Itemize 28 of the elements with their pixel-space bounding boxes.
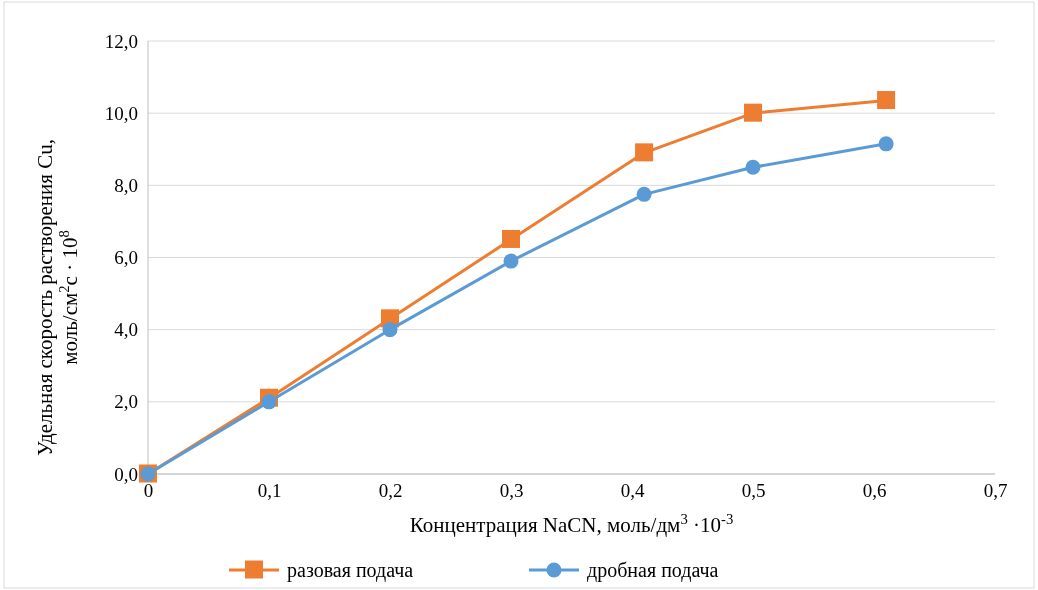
y-tick-label: 10,0 bbox=[104, 102, 138, 124]
x-tick-label: 0,6 bbox=[862, 480, 887, 502]
point bbox=[745, 159, 761, 175]
y-tick-label: 2,0 bbox=[114, 391, 138, 413]
x-axis-title: Концентрация NaCN, моль/дм$^{3}$ ·10$^{-3}$ bbox=[409, 511, 734, 537]
point bbox=[878, 136, 894, 152]
x-tick-label: 0,1 bbox=[257, 480, 282, 502]
x-tick-label: 0,3 bbox=[499, 480, 524, 502]
point bbox=[635, 143, 654, 162]
x-tick-label: 0,4 bbox=[620, 480, 645, 502]
x-tick-label: 0,2 bbox=[378, 480, 403, 502]
point bbox=[877, 91, 896, 110]
legend-label: дробная подача bbox=[587, 559, 719, 582]
x-tick-label: 0 bbox=[143, 480, 154, 502]
point bbox=[261, 394, 277, 410]
y-tick-label: 8,0 bbox=[114, 174, 138, 196]
legend-label: разовая подача bbox=[287, 559, 414, 582]
y-tick-label: 6,0 bbox=[114, 247, 138, 269]
y-tick-label: 12,0 bbox=[104, 30, 138, 52]
point bbox=[744, 103, 762, 122]
point bbox=[502, 229, 520, 248]
point bbox=[636, 186, 652, 202]
x-tick-label: 0,5 bbox=[741, 480, 766, 502]
point bbox=[503, 253, 519, 269]
point bbox=[382, 322, 398, 338]
x-tick-label: 0,7 bbox=[983, 480, 1008, 502]
y-tick-label: 4,0 bbox=[114, 319, 138, 341]
y-tick-label: 0,0 bbox=[114, 463, 138, 485]
